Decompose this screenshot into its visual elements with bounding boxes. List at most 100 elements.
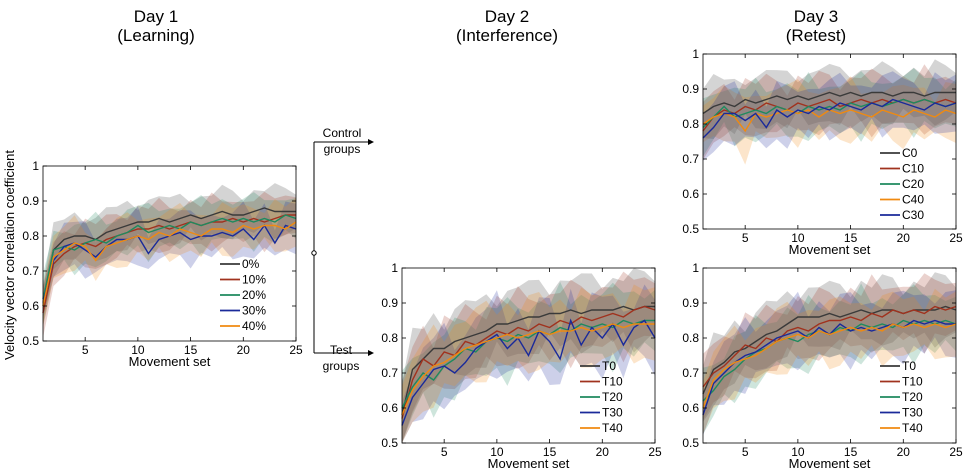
test-label-line2: groups — [323, 359, 360, 373]
day1-ytick-label: 0.9 — [22, 194, 39, 208]
day2-xtick-label: 25 — [648, 445, 662, 459]
day3-test-line-t40 — [702, 323, 957, 409]
day2-xtick-label: 15 — [543, 445, 557, 459]
day2-band-t20 — [402, 281, 655, 443]
day3-test-legend-label-t20: T20 — [902, 390, 923, 404]
y-axis-label: Velocity vector correlation coefficient — [2, 150, 17, 360]
day3-control-ytick-label: 0.9 — [682, 82, 699, 96]
day3-test-axes-frame — [702, 267, 957, 444]
day2-legend-label-t10: T10 — [602, 375, 623, 389]
day2-subtitle: (Interference) — [456, 26, 558, 45]
day3-control-ytick-label: 0.6 — [682, 187, 699, 201]
day1-legend-label-30pct: 30% — [242, 304, 266, 318]
control-label-line2: groups — [324, 142, 361, 156]
day3-test-ytick-label: 0.5 — [682, 436, 699, 450]
day2-legend-label-t0: T0 — [602, 359, 616, 373]
day2-band-t0 — [402, 268, 655, 443]
day1-ytick-label: 0.6 — [22, 299, 39, 313]
day2-ytick-label: 0.7 — [381, 366, 398, 380]
day1-ytick-label: 0.8 — [22, 229, 39, 243]
day2-band-t40 — [402, 284, 655, 443]
control-label-line1: Control — [323, 126, 362, 140]
day1-line-40pct — [42, 221, 297, 307]
day3-control-ytick-label: 1 — [692, 47, 699, 61]
day3-control-xtick-label: 25 — [949, 231, 963, 245]
day3-control-band-c20 — [703, 68, 956, 157]
day3-control-band-c40 — [703, 76, 956, 165]
day2-ytick-label: 1 — [391, 261, 398, 275]
day1-xtick-label: 20 — [237, 343, 251, 357]
day1-line-0pct — [42, 207, 296, 307]
day1-band-40pct — [43, 197, 296, 326]
day3-control-line-c0 — [702, 91, 956, 115]
day3-control-band-c10 — [703, 64, 956, 160]
test-arrowhead — [368, 350, 374, 356]
day2-legend-label-t20: T20 — [602, 390, 623, 404]
day2-xtick-label: 10 — [490, 445, 504, 459]
day1-legend-label-20pct: 20% — [242, 288, 266, 302]
day1-x-axis-label: Movement set — [129, 354, 211, 369]
day3-control-legend-label-c20: C20 — [902, 177, 924, 191]
day2-xtick-label: 20 — [596, 445, 610, 459]
day3-test-xtick-label: 20 — [897, 445, 911, 459]
day3-control-line-c20 — [702, 98, 957, 128]
day3-test-xtick-label: 10 — [791, 445, 805, 459]
day3-test-ytick-label: 1 — [692, 261, 699, 275]
day3-subtitle: (Retest) — [786, 26, 846, 45]
day3-test-band-t40 — [703, 288, 956, 435]
day3-test-x-axis-label: Movement set — [789, 456, 871, 471]
day3-title: Day 3 — [794, 7, 838, 26]
group-split-diagram: Control groups Test groups — [311, 126, 374, 373]
day1-xtick-label: 15 — [184, 343, 198, 357]
day3-test-line-t10 — [702, 305, 957, 388]
day1-xtick-label: 25 — [289, 343, 303, 357]
day3-test-ytick-label: 0.7 — [682, 366, 699, 380]
day3-control-band-c30 — [703, 71, 956, 161]
day1-band-10pct — [43, 191, 296, 338]
day3-test-band-t30 — [703, 290, 956, 436]
day2-line-t40 — [401, 323, 655, 416]
day3-test-legend-label-t40: T40 — [902, 421, 923, 435]
day1-xtick-label: 5 — [82, 343, 89, 357]
day1-legend-label-0pct: 0% — [242, 257, 260, 271]
day3-control-ytick-label: 0.7 — [682, 152, 699, 166]
day1-legend-label-40pct: 40% — [242, 319, 266, 333]
day2-xtick-label: 5 — [441, 445, 448, 459]
day2-ytick-label: 0.8 — [381, 331, 398, 345]
day1-subtitle: (Learning) — [117, 26, 195, 45]
day2-legend-label-t40: T40 — [602, 421, 623, 435]
day3-control-xtick-label: 5 — [742, 231, 749, 245]
day2-legend-label-t30: T30 — [602, 406, 623, 420]
day3-control-axes-frame — [702, 53, 957, 230]
day3-test-legend-label-t0: T0 — [902, 359, 916, 373]
day3-control-xtick-label: 20 — [897, 231, 911, 245]
day3-test-legend-label-t30: T30 — [902, 406, 923, 420]
day1-axes-frame — [42, 165, 297, 342]
day3-control-ytick-label: 0.5 — [682, 222, 699, 236]
day1-ytick-label: 0.5 — [22, 334, 39, 348]
day3-control-legend-label-c30: C30 — [902, 208, 924, 222]
day3-control-ytick-label: 0.8 — [682, 117, 699, 131]
day2-line-t10 — [401, 305, 656, 419]
day3-control-legend-label-c40: C40 — [902, 193, 924, 207]
day1-band-20pct — [43, 192, 296, 324]
day2-band-t10 — [402, 271, 655, 443]
day3-control-line-c30 — [702, 98, 957, 139]
day2-band-t30 — [402, 284, 655, 443]
day3-test-xtick-label: 25 — [949, 445, 963, 459]
day3-test-xtick-label: 5 — [742, 445, 749, 459]
day3-test-xtick-label: 15 — [844, 445, 858, 459]
day1-xtick-label: 10 — [131, 343, 145, 357]
day3-control-xtick-label: 10 — [791, 231, 805, 245]
split-node — [311, 250, 317, 256]
day2-line-t0 — [401, 305, 655, 416]
day1-ytick-label: 0.7 — [22, 264, 39, 278]
day2-ytick-label: 0.5 — [381, 436, 398, 450]
day2-ytick-label: 0.9 — [381, 296, 398, 310]
day3-test-ytick-label: 0.6 — [682, 401, 699, 415]
